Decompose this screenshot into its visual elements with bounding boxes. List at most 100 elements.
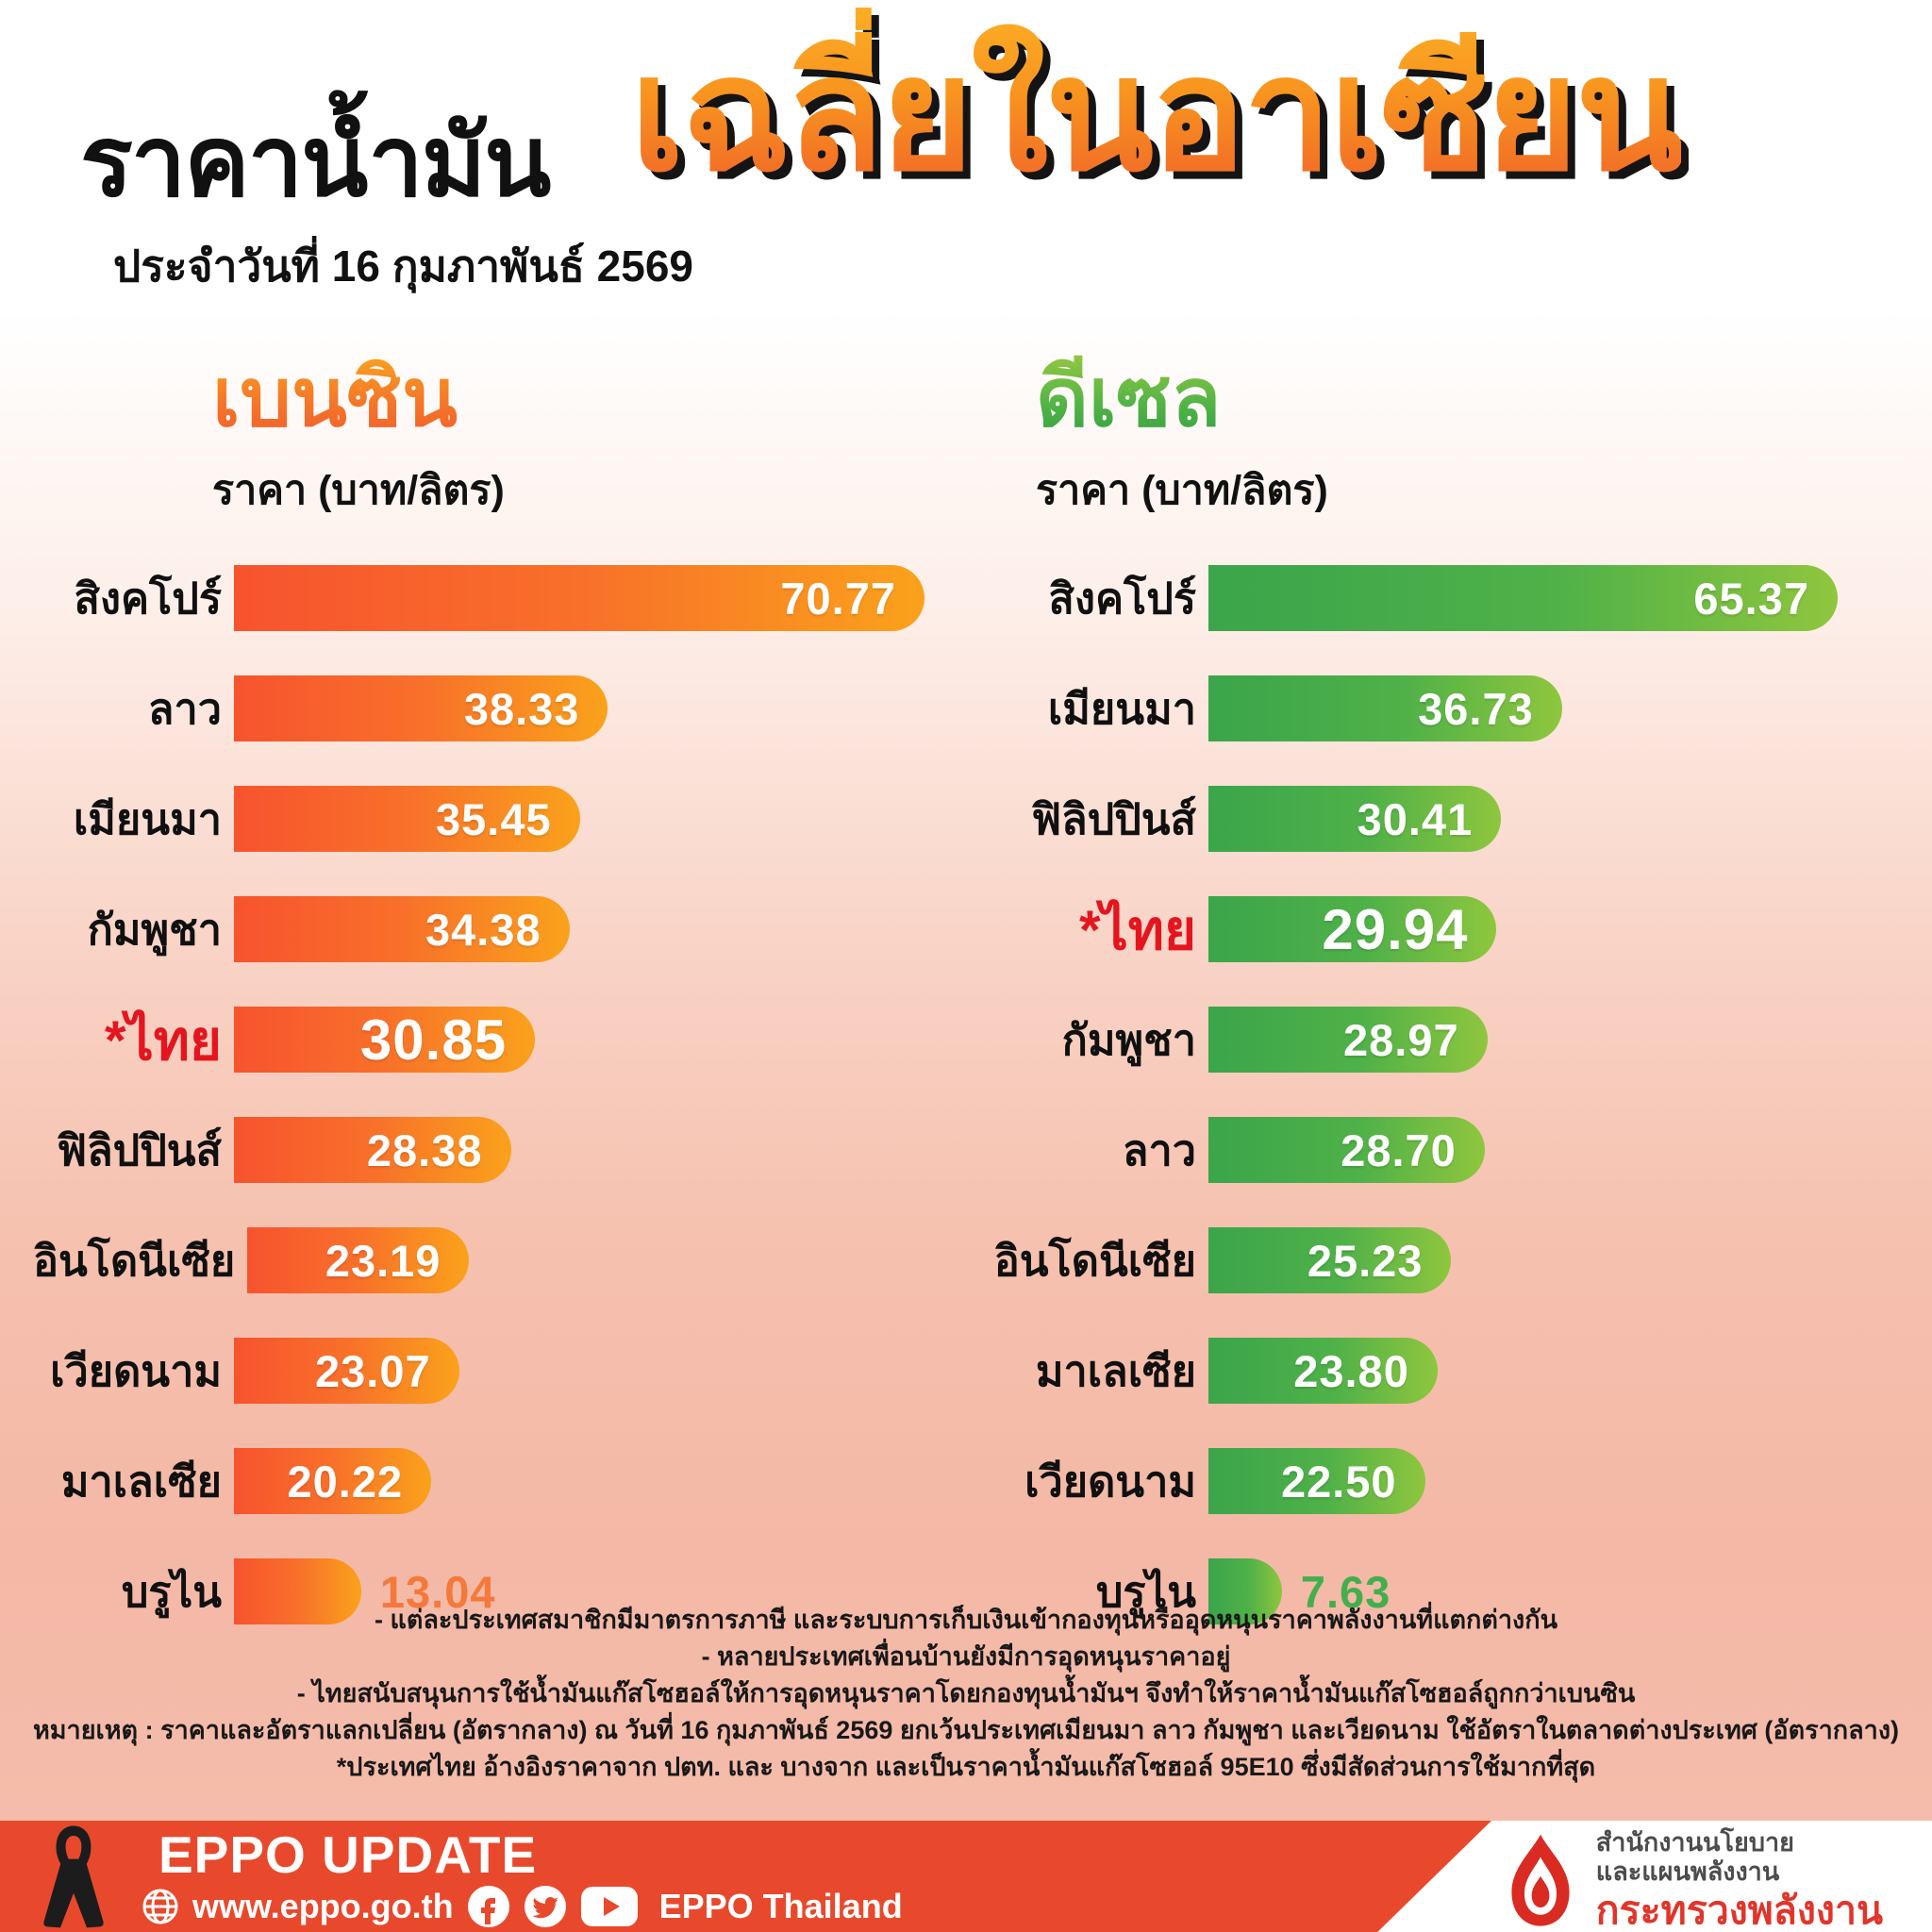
chart-row: สิงคโปร์ 65.37 <box>981 565 1899 632</box>
country-label: อินโดนีเซีย <box>33 1237 236 1286</box>
footnotes: - แต่ละประเทศสมาชิกมีมาตรการภาษี และระบบ… <box>0 1602 1932 1786</box>
value-bar: 35.45 <box>234 786 580 853</box>
benzine-chart: เบนซิน ราคา (บาท/ลิตร) สิงคโปร์ 70.77 ลาว 3… <box>33 351 924 1625</box>
value-label: 28.97 <box>1342 1014 1459 1065</box>
country-label: บรูไน <box>1095 1568 1196 1617</box>
website-link[interactable]: www.eppo.go.th <box>192 1887 454 1925</box>
footer: EPPO UPDATE www.eppo.go.th <box>0 1821 1932 1932</box>
country-label: กัมพูชา <box>87 906 222 955</box>
country-label: มาเลเซีย <box>60 1457 222 1507</box>
globe-icon <box>142 1889 178 1924</box>
value-label: 29.94 <box>1322 897 1469 961</box>
twitter-icon[interactable] <box>524 1885 567 1928</box>
country-label: ลาว <box>147 685 222 734</box>
value-label: 35.45 <box>436 793 552 844</box>
bar-track: 22.50 <box>1208 1448 1838 1515</box>
footnote-line: *ประเทศไทย อ้างอิงราคาจาก ปตท. และ บางจา… <box>336 1753 1596 1781</box>
bar-track: 13.04 <box>234 1558 924 1625</box>
value-bar: 28.70 <box>1208 1117 1485 1184</box>
value-label: 23.19 <box>325 1235 441 1286</box>
bar-track: 30.85 <box>234 1007 924 1074</box>
value-bar: 23.19 <box>247 1227 470 1294</box>
country-label: เมียนมา <box>73 795 222 844</box>
bar-track: 7.63 <box>1208 1558 1838 1625</box>
country-label: เมียนมา <box>1047 685 1196 734</box>
value-bar <box>1208 1558 1282 1625</box>
footer-links-line: www.eppo.go.th EPPO Thailand <box>142 1885 903 1928</box>
value-bar: 70.77 <box>234 565 924 632</box>
facebook-icon[interactable] <box>467 1885 510 1928</box>
bar-track: 28.97 <box>1208 1007 1838 1074</box>
org-ministry-name: กระทรวงพลังงาน <box>1595 1889 1883 1932</box>
page-title-orange: เฉลี่ยในอาเซียน <box>630 8 1684 222</box>
value-bar: 65.37 <box>1208 565 1838 632</box>
bar-track: 65.37 <box>1208 565 1838 632</box>
chart-row: เวียดนาม 23.07 <box>33 1338 924 1405</box>
benzine-unit-label: ราคา (บาท/ลิตร) <box>212 468 505 514</box>
value-bar: 20.22 <box>234 1448 432 1515</box>
bar-track: 30.41 <box>1208 786 1838 853</box>
diesel-unit-label: ราคา (บาท/ลิตร) <box>1036 468 1328 514</box>
bar-track: 25.23 <box>1208 1227 1838 1294</box>
value-bar: 25.23 <box>1208 1227 1452 1294</box>
chart-row: บรูไน 7.63 <box>981 1558 1899 1625</box>
bar-track: 28.70 <box>1208 1117 1838 1184</box>
chart-row: ฟิลิปปินส์ 28.38 <box>33 1117 924 1184</box>
country-label: ลาว <box>1122 1126 1196 1175</box>
country-label: มาเลเซีย <box>1035 1347 1196 1396</box>
bar-track: 36.73 <box>1208 675 1838 742</box>
footnote-line: - แต่ละประเทศสมาชิกมีมาตรการภาษี และระบบ… <box>374 1606 1558 1634</box>
country-label: กัมพูชา <box>1061 1016 1196 1065</box>
chart-row: ลาว 38.33 <box>33 675 924 742</box>
diesel-rows: สิงคโปร์ 65.37 เมียนมา 36.73 ฟิลิปปินส์ 30.41… <box>981 565 1899 1625</box>
chart-row: เมียนมา 35.45 <box>33 786 924 853</box>
org-name-line1: สำนักงานนโยบาย <box>1595 1828 1794 1857</box>
value-bar <box>234 1558 361 1625</box>
value-bar: 23.07 <box>234 1338 459 1405</box>
country-label: *ไทย <box>105 1009 222 1072</box>
chart-row: *ไทย 30.85 <box>33 1007 924 1074</box>
country-label: ฟิลิปปินส์ <box>57 1126 222 1175</box>
bar-track: 34.38 <box>234 896 924 963</box>
value-label: 36.73 <box>1418 683 1534 734</box>
value-bar: 23.80 <box>1208 1338 1438 1405</box>
mourning-ribbon-icon <box>43 1825 104 1928</box>
chart-row: อินโดนีเซีย 25.23 <box>981 1227 1899 1294</box>
value-bar: 30.85 <box>234 1007 536 1074</box>
bar-track: 35.45 <box>234 786 924 853</box>
value-bar: 29.94 <box>1208 896 1497 963</box>
footnote-line: - หลายประเทศเพื่อนบ้านยังมีการอุดหนุนราค… <box>701 1642 1231 1671</box>
value-label: 13.04 <box>379 1566 496 1617</box>
youtube-icon[interactable] <box>580 1885 639 1928</box>
chart-row: มาเลเซีย 20.22 <box>33 1448 924 1515</box>
bar-track: 28.38 <box>234 1117 924 1184</box>
bar-track: 29.94 <box>1208 896 1838 963</box>
value-bar: 22.50 <box>1208 1448 1425 1515</box>
chart-row: *ไทย 29.94 <box>981 896 1899 963</box>
value-label: 28.70 <box>1341 1124 1457 1175</box>
date-line: ประจำวันที่ 16 กุมภาพันธ์ 2569 <box>113 242 694 291</box>
diesel-chart-title: ดีเซล <box>1036 351 1221 446</box>
country-label: บรูไน <box>121 1568 222 1617</box>
value-label: 28.38 <box>366 1124 483 1175</box>
value-bar: 28.38 <box>234 1117 511 1184</box>
value-bar: 34.38 <box>234 896 570 963</box>
country-label: สิงคโปร์ <box>74 575 222 624</box>
value-bar: 36.73 <box>1208 675 1562 742</box>
chart-row: มาเลเซีย 23.80 <box>981 1338 1899 1405</box>
page-title-black: ราคาน้ำมัน <box>80 108 551 217</box>
country-label: เวียดนาม <box>50 1347 222 1396</box>
chart-row: บรูไน 13.04 <box>33 1558 924 1625</box>
value-label: 22.50 <box>1280 1456 1397 1507</box>
bar-track: 38.33 <box>234 675 924 742</box>
benzine-chart-title: เบนซิน <box>212 351 458 446</box>
chart-row: ลาว 28.70 <box>981 1117 1899 1184</box>
chart-row: เวียดนาม 22.50 <box>981 1448 1899 1515</box>
value-label: 7.63 <box>1300 1566 1391 1617</box>
value-label: 23.80 <box>1293 1345 1409 1396</box>
org-name-line2: และแผนพลังงาน <box>1595 1857 1780 1887</box>
value-label: 70.77 <box>780 573 896 624</box>
footer-orange-band <box>0 1821 1492 1932</box>
value-bar: 30.41 <box>1208 786 1502 853</box>
